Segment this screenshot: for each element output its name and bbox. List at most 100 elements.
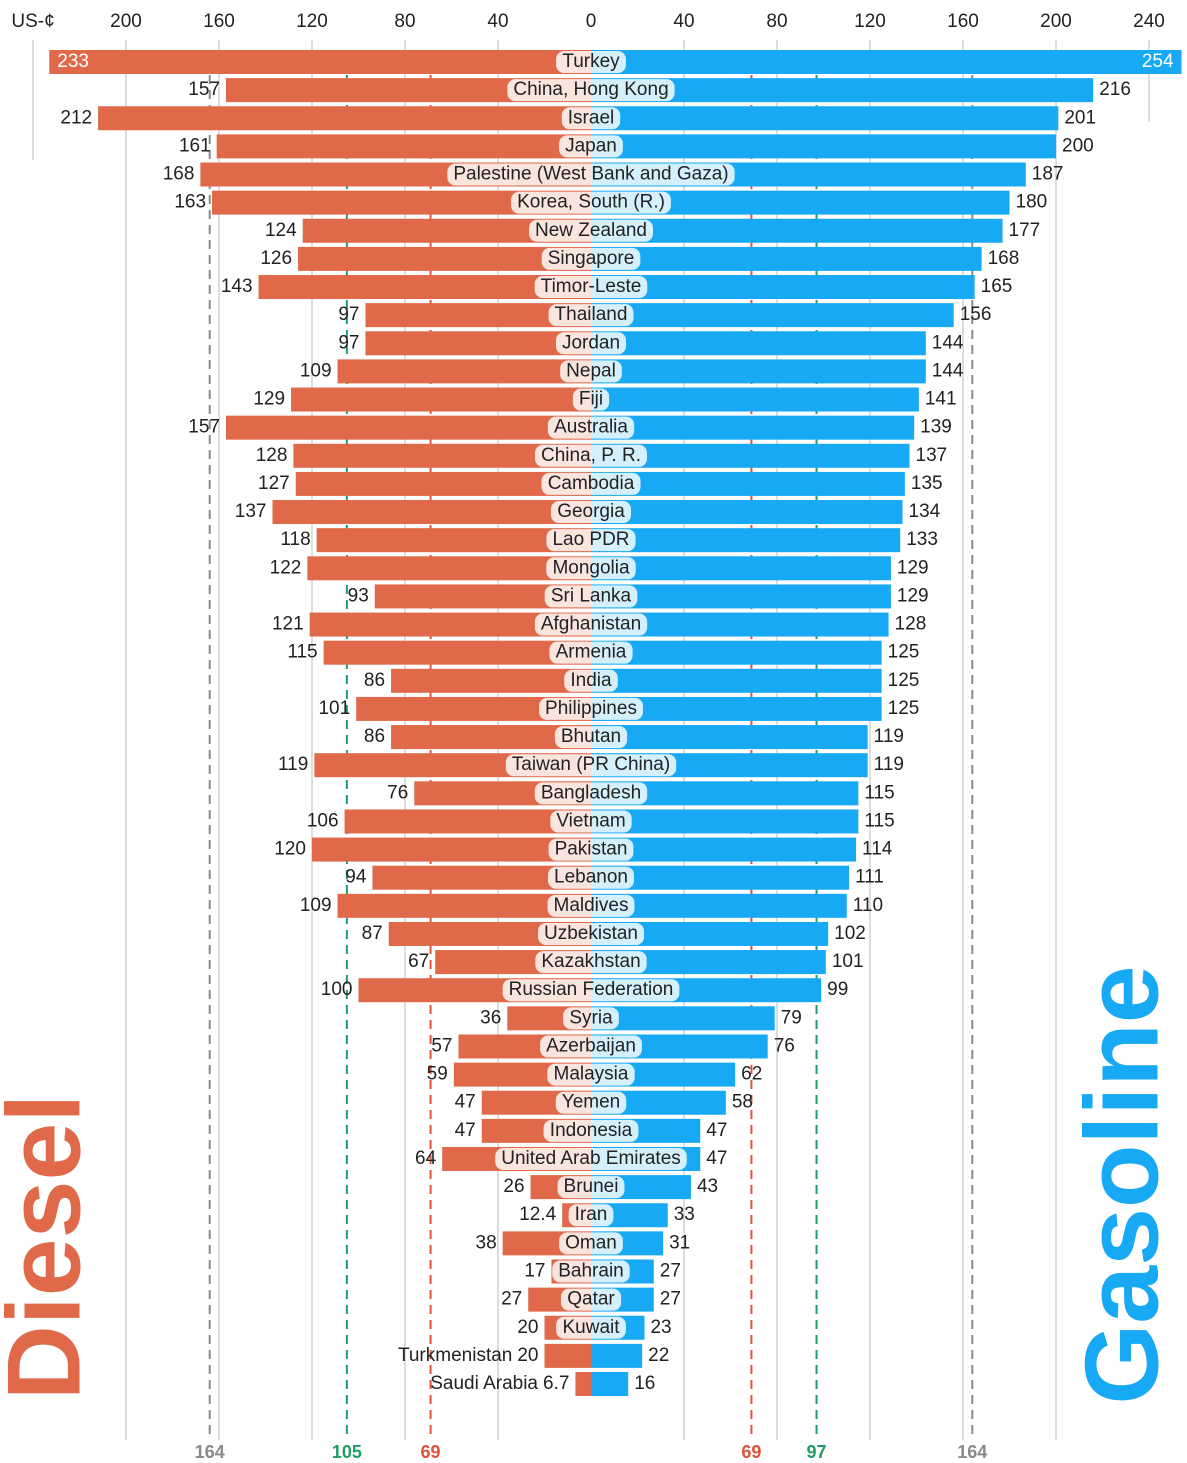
- gasoline-value-label: 139: [920, 417, 952, 438]
- gasoline-value-label: 102: [834, 923, 866, 944]
- diesel-value-label: 121: [272, 614, 304, 635]
- category-label-bg: [511, 191, 671, 214]
- category-label: Georgia: [557, 501, 625, 522]
- gasoline-bar: [591, 725, 868, 750]
- category-label: Oman: [565, 1232, 617, 1253]
- category-label-bg: [564, 669, 618, 692]
- category-label-bg: [546, 557, 636, 580]
- category-label-bg: [550, 501, 632, 524]
- category-label-bg: [554, 726, 628, 749]
- diesel-value-label: 109: [300, 895, 332, 916]
- series-label: Gasoline: [1064, 965, 1180, 1404]
- diesel-value-label: 129: [253, 389, 285, 410]
- category-label-bg: [556, 51, 626, 73]
- category-label: United Arab Emirates: [501, 1148, 681, 1169]
- gasoline-value-label: 125: [888, 670, 920, 691]
- category-label-bg: [568, 1204, 614, 1227]
- category-label: Yemen: [562, 1092, 620, 1113]
- diesel-bar: [98, 106, 591, 131]
- category-label: Nepal: [566, 360, 616, 381]
- gasoline-value-label: 119: [874, 754, 904, 775]
- x-tick-label: 0: [586, 11, 597, 32]
- category-label-bg: [535, 444, 647, 467]
- gasoline-bar: [591, 809, 859, 834]
- category-label-bg: [547, 1063, 635, 1086]
- diesel-value-label: 94: [345, 867, 367, 888]
- gasoline-bar: [591, 387, 919, 412]
- gasoline-bar: [591, 584, 891, 609]
- gasoline-value-label: 115: [864, 810, 894, 831]
- gasoline-value-label: 114: [862, 839, 893, 860]
- reference-label: 69: [741, 1442, 761, 1462]
- gasoline-value-label: 177: [1009, 220, 1041, 241]
- x-tick-label: 240: [1133, 11, 1165, 32]
- category-label: Maldives: [554, 895, 629, 916]
- category-label: Uzbekistan: [544, 923, 638, 944]
- category-label-bg: [572, 388, 610, 411]
- category-label-bg: [547, 894, 635, 917]
- category-label-bg: [507, 79, 675, 102]
- diesel-value-label: 106: [307, 810, 339, 831]
- category-label-bg: [548, 304, 634, 327]
- gasoline-value-label: 43: [697, 1176, 718, 1197]
- x-tick-label: 120: [296, 11, 328, 32]
- diesel-value-label: 118: [280, 529, 310, 550]
- gasoline-bar: [591, 528, 901, 553]
- reference-label: 69: [421, 1442, 441, 1462]
- diesel-bar: [323, 640, 591, 665]
- category-label: Thailand: [555, 304, 628, 325]
- gasoline-value-label: 137: [916, 445, 948, 466]
- category-label: Bhutan: [561, 726, 621, 747]
- category-label: Cambodia: [548, 473, 635, 494]
- diesel-bar: [575, 1372, 591, 1396]
- gasoline-value-label: 16: [634, 1373, 655, 1394]
- diesel-value-label: 97: [338, 304, 359, 325]
- gasoline-value-label: 254: [1142, 51, 1174, 72]
- x-tick-label: 160: [947, 11, 979, 32]
- gasoline-value-label: 141: [925, 389, 957, 410]
- category-label: Pakistan: [555, 839, 628, 860]
- diesel-value-label: 27: [501, 1289, 522, 1310]
- diesel-bar: [49, 50, 591, 74]
- reference-label: 105: [332, 1442, 362, 1462]
- diesel-value-label: 6.7: [543, 1373, 569, 1394]
- category-label-bg: [547, 416, 635, 439]
- category-label-bg: [534, 276, 648, 299]
- gasoline-bar: [591, 275, 975, 300]
- diesel-bar: [316, 528, 591, 553]
- category-label: Japan: [565, 135, 617, 156]
- gasoline-bar: [591, 1343, 643, 1368]
- x-tick-label: 160: [203, 11, 235, 32]
- category-label: Taiwan (PR China): [512, 754, 670, 775]
- gasoline-value-label: 125: [888, 642, 920, 663]
- diesel-value-label: 86: [364, 726, 385, 747]
- gasoline-value-label: 216: [1099, 79, 1131, 100]
- category-label: Vietnam: [556, 810, 625, 831]
- diesel-value-label: 47: [455, 1092, 476, 1113]
- diesel-value-label: 233: [57, 51, 89, 72]
- category-label: Palestine (West Bank and Gaza): [453, 164, 728, 185]
- gasoline-value-label: 33: [674, 1204, 695, 1225]
- diesel-value-label: 59: [427, 1064, 448, 1085]
- category-label: Kazakhstan: [541, 951, 640, 972]
- gasoline-bar: [591, 668, 882, 693]
- gasoline-value-label: 47: [706, 1120, 727, 1141]
- category-label: Lebanon: [554, 867, 628, 888]
- gasoline-value-label: 187: [1032, 164, 1064, 185]
- diesel-value-label: 128: [256, 445, 288, 466]
- category-label: Iran: [575, 1204, 608, 1225]
- gasoline-bar: [591, 415, 915, 440]
- diesel-value-label: 20: [517, 1345, 538, 1366]
- reference-label: 164: [195, 1442, 225, 1462]
- gasoline-value-label: 27: [660, 1289, 681, 1310]
- diesel-bar: [344, 809, 591, 834]
- gasoline-value-label: 111: [855, 867, 884, 888]
- category-label: Brunei: [564, 1176, 619, 1197]
- gasoline-bar: [591, 837, 857, 862]
- category-label-bg: [505, 754, 677, 777]
- category-label: Indonesia: [550, 1120, 633, 1141]
- category-label-bg: [563, 1007, 619, 1030]
- category-label-bg: [541, 247, 641, 270]
- category-label-bg: [540, 1035, 642, 1058]
- diesel-value-label: 119: [278, 754, 308, 775]
